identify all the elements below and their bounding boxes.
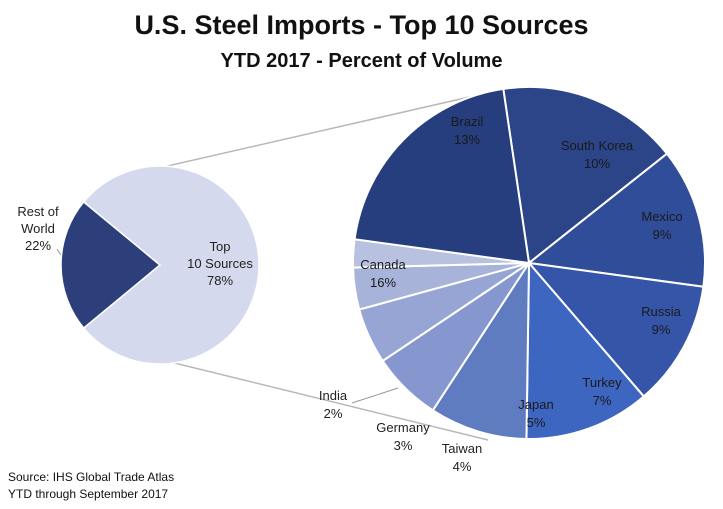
source-period-note: YTD through September 2017 bbox=[8, 487, 169, 501]
slice-labels: Top 10 Sources 78% Rest of World 22% Brazil 13%… bbox=[17, 114, 682, 474]
connector-line-top bbox=[149, 94, 479, 171]
slice-label-india: India 2% bbox=[319, 388, 348, 421]
slice-label-south-korea: South Korea 10% bbox=[561, 138, 634, 171]
breakdown-slice-mexico bbox=[526, 261, 705, 398]
breakdown-slice-canada bbox=[353, 87, 531, 265]
leader-line-india bbox=[351, 387, 399, 404]
overview-label-top-10: Top 10 Sources 78% bbox=[187, 239, 253, 288]
connector-lines bbox=[56, 94, 489, 441]
breakdown-slice-brazil bbox=[502, 86, 669, 265]
overview-pie bbox=[60, 165, 260, 365]
slice-label-turkey: Turkey 7% bbox=[582, 375, 622, 408]
source-note: Source: IHS Global Trade Atlas bbox=[8, 470, 175, 484]
overview-slice-rest-of-world bbox=[60, 200, 162, 330]
connector-line-bottom bbox=[149, 356, 489, 441]
overview-label-rest-of-world: Rest of World 22% bbox=[17, 204, 59, 253]
slice-label-mexico: Mexico 9% bbox=[641, 209, 682, 242]
chart-title: U.S. Steel Imports - Top 10 Sources bbox=[134, 10, 589, 40]
overview-slice-top-10-sources bbox=[82, 165, 260, 365]
slice-label-japan: Japan 5% bbox=[518, 397, 553, 430]
slice-label-canada: Canada 16% bbox=[360, 257, 406, 290]
slice-label-germany: Germany 3% bbox=[376, 420, 430, 453]
chart-subtitle: YTD 2017 - Percent of Volume bbox=[220, 50, 503, 72]
breakdown-slice-russia bbox=[525, 260, 646, 440]
slice-label-brazil: Brazil 13% bbox=[451, 114, 484, 147]
slice-label-russia: Russia 9% bbox=[641, 304, 682, 337]
slice-label-taiwan: Taiwan 4% bbox=[442, 441, 482, 474]
breakdown-pie bbox=[352, 86, 706, 440]
breakdown-slice-turkey bbox=[431, 259, 531, 440]
breakdown-slice-south-korea bbox=[526, 152, 706, 288]
